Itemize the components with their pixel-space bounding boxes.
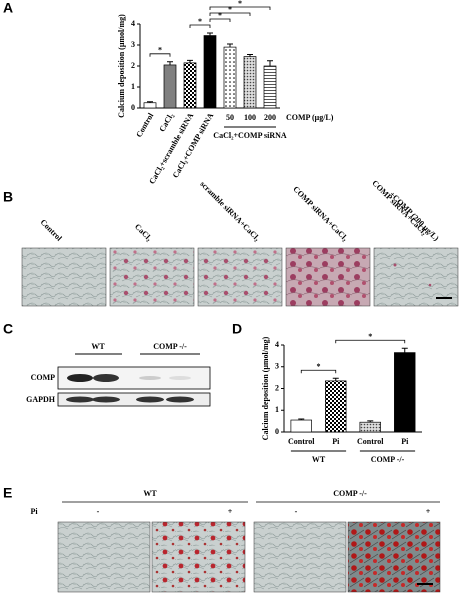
bar bbox=[263, 65, 277, 109]
group-label: COMP -/- bbox=[371, 455, 405, 464]
bar bbox=[359, 421, 381, 433]
significance-bracket bbox=[209, 18, 231, 23]
significance-bracket bbox=[300, 369, 337, 374]
condition-label: - bbox=[97, 507, 100, 516]
x-tick-label: Control bbox=[288, 437, 315, 446]
significance-mark: * bbox=[317, 362, 321, 371]
micrographs-e bbox=[57, 501, 441, 593]
bar bbox=[163, 64, 177, 109]
significance-mark: * bbox=[198, 17, 202, 26]
bar bbox=[223, 46, 237, 109]
column-label: +COMP (200 μg/L) bbox=[388, 190, 441, 243]
micrographs-b bbox=[21, 247, 459, 307]
western-blot bbox=[57, 353, 211, 407]
x-tick-label: Pi bbox=[332, 437, 340, 446]
y-tick-label: 2 bbox=[275, 383, 279, 392]
y-tick-label: 3 bbox=[275, 362, 279, 371]
x-tick-label: Control bbox=[134, 111, 155, 139]
x-tick-label: 200 bbox=[264, 113, 276, 122]
bar bbox=[394, 352, 416, 433]
error-bar bbox=[401, 347, 408, 353]
x-tick-label: CaCl₂ bbox=[157, 111, 175, 134]
error-bar bbox=[298, 418, 305, 421]
group-label: WT bbox=[91, 342, 105, 351]
panel-label: E bbox=[3, 485, 12, 501]
y-tick-label: 0 bbox=[131, 103, 135, 112]
bar bbox=[143, 102, 157, 109]
condition-label: + bbox=[426, 507, 431, 516]
condition-label: + bbox=[228, 507, 233, 516]
group-label: CaCl₂+COMP siRNA bbox=[213, 131, 287, 140]
panel-label: D bbox=[232, 321, 242, 337]
bar bbox=[290, 419, 312, 433]
error-bar bbox=[227, 43, 233, 48]
bar bbox=[243, 56, 257, 109]
group-label: WT bbox=[143, 489, 157, 498]
significance-mark: * bbox=[238, 0, 242, 8]
condition-label: - bbox=[295, 507, 298, 516]
error-bar bbox=[247, 53, 253, 57]
error-bar bbox=[267, 60, 273, 66]
group-label: COMP -/- bbox=[333, 489, 367, 498]
group-label: COMP -/- bbox=[153, 342, 187, 351]
panel-label: A bbox=[3, 0, 13, 16]
significance-bracket bbox=[189, 24, 211, 29]
y-axis-label: Calcium deposition (μmol/mg) bbox=[261, 336, 270, 440]
error-bar bbox=[147, 101, 153, 103]
panel-label: C bbox=[3, 321, 13, 337]
significance-bracket bbox=[149, 53, 171, 57]
significance-mark: * bbox=[368, 332, 372, 341]
bar bbox=[325, 380, 347, 433]
significance-bracket bbox=[209, 12, 251, 17]
error-bar bbox=[207, 32, 213, 36]
y-axis-label: Calcium deposition (μmol/mg) bbox=[117, 14, 126, 118]
row-label: COMP bbox=[31, 373, 56, 382]
y-tick-label: 1 bbox=[275, 405, 279, 414]
y-tick-label: 3 bbox=[131, 40, 135, 49]
row-label: GAPDH bbox=[26, 395, 56, 404]
row-label: Pi bbox=[30, 507, 38, 516]
bar bbox=[203, 35, 217, 109]
x-tick-label: Pi bbox=[401, 437, 409, 446]
error-bar bbox=[332, 377, 339, 381]
y-tick-label: 0 bbox=[275, 427, 279, 436]
significance-mark: * bbox=[228, 5, 232, 14]
group-label: WT bbox=[312, 455, 326, 464]
error-bar bbox=[167, 61, 173, 65]
x-tick-label: 50 bbox=[226, 113, 234, 122]
panel-label: B bbox=[3, 189, 13, 205]
error-bar bbox=[367, 420, 374, 423]
y-tick-label: 4 bbox=[131, 19, 135, 28]
error-bar bbox=[187, 59, 193, 63]
column-label: scramble siRNA+CaCl₂ bbox=[198, 179, 262, 243]
significance-mark: * bbox=[218, 11, 222, 20]
group-title: COMP (μg/L) bbox=[286, 113, 334, 122]
y-tick-label: 4 bbox=[275, 340, 279, 349]
column-label: COMP siRNA+CaCl₂ bbox=[291, 184, 350, 243]
column-label: Control bbox=[39, 218, 65, 244]
significance-mark: * bbox=[158, 46, 162, 55]
y-tick-label: 1 bbox=[131, 82, 135, 91]
bar bbox=[183, 62, 197, 109]
column-label: CaCl₂ bbox=[133, 222, 154, 243]
x-tick-label: Control bbox=[357, 437, 384, 446]
x-tick-label: 100 bbox=[244, 113, 256, 122]
y-tick-label: 2 bbox=[131, 61, 135, 70]
significance-bracket bbox=[335, 339, 406, 344]
significance-bracket bbox=[209, 6, 271, 11]
